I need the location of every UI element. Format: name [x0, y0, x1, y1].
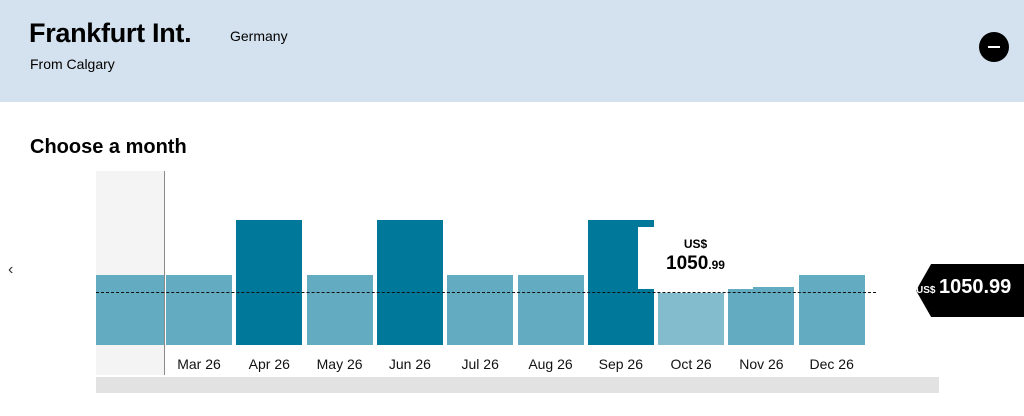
current-price-flag: US$ 1050.99 [916, 264, 1024, 317]
destination-title: Frankfurt Int. [29, 18, 192, 48]
month-label: Aug 26 [528, 356, 573, 372]
chart-scrollbar[interactable] [96, 377, 939, 393]
chart-placeholder-column [96, 171, 164, 375]
minus-icon [988, 46, 1000, 48]
chart-divider [164, 171, 165, 375]
month-column[interactable]: Jun 26 [376, 171, 443, 375]
month-bar[interactable] [798, 275, 865, 345]
prev-months-arrow-icon[interactable]: ‹ [8, 261, 14, 278]
month-column[interactable]: Dec 26 [798, 171, 865, 375]
month-column[interactable]: Mar 26 [166, 171, 232, 375]
month-bar[interactable] [166, 275, 232, 345]
month-label: Dec 26 [809, 356, 854, 372]
price-baseline [96, 292, 876, 293]
month-label: Sep 26 [598, 356, 643, 372]
tooltip-price-main: 1050 [666, 253, 709, 274]
month-column[interactable]: Apr 26 [236, 171, 303, 375]
collapse-button[interactable] [979, 32, 1009, 62]
tooltip-price: 1050.99 [638, 253, 753, 275]
month-label: Mar 26 [177, 356, 221, 372]
month-bar[interactable] [658, 293, 725, 345]
month-price-chart: Mar 26 Apr 26 May 26 Jun 26 Jul 26 Aug 26 Sep … [96, 171, 876, 381]
month-label: Oct 26 [670, 356, 712, 372]
origin-label: From Calgary [30, 56, 115, 72]
month-column[interactable]: May 26 [306, 171, 373, 375]
month-bar[interactable] [306, 275, 373, 345]
month-column[interactable]: Oct 26 [658, 171, 725, 375]
destination-header: Frankfurt Int. Germany From Calgary [0, 0, 1024, 102]
section-title: Choose a month [30, 136, 187, 158]
month-column[interactable]: Jul 26 [447, 171, 514, 375]
destination-country: Germany [230, 28, 288, 44]
month-bar[interactable] [728, 287, 795, 345]
tooltip-currency: US$ [683, 237, 708, 251]
month-label: Jul 26 [461, 356, 499, 372]
flag-price: 1050.99 [939, 276, 1012, 298]
month-column[interactable]: Nov 26 [728, 171, 795, 375]
tooltip-price-cents: .99 [708, 258, 725, 272]
month-label: Apr 26 [248, 356, 290, 372]
month-column[interactable]: Aug 26 [517, 171, 584, 375]
month-label: May 26 [316, 356, 363, 372]
month-label: Jun 26 [388, 356, 431, 372]
flag-currency: US$ [916, 285, 936, 296]
month-bar[interactable] [236, 220, 303, 345]
month-bar[interactable] [376, 220, 443, 345]
price-tooltip: US$ 1050.99 [638, 227, 753, 289]
placeholder-bar [96, 275, 164, 345]
month-label: Nov 26 [739, 356, 784, 372]
month-bar[interactable] [517, 275, 584, 345]
month-bar[interactable] [447, 275, 514, 345]
